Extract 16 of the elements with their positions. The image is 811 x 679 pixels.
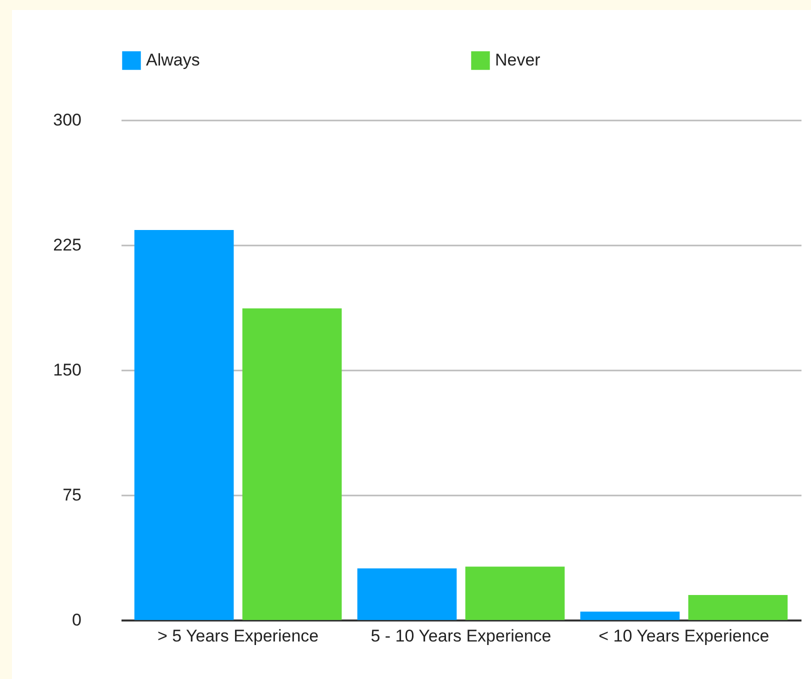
y-tick-label: 300 (53, 110, 82, 130)
bar (134, 230, 234, 620)
y-tick-label: 0 (72, 610, 82, 630)
bar (580, 612, 680, 620)
bar (242, 308, 342, 620)
legend-label: Always (146, 50, 200, 70)
x-tick-label: < 10 Years Experience (598, 626, 770, 646)
y-tick-label: 225 (53, 236, 82, 254)
bar (688, 595, 788, 620)
x-tick-label: 5 - 10 Years Experience (370, 626, 552, 646)
x-tick-label: > 5 Years Experience (157, 626, 319, 646)
bar (357, 568, 457, 620)
y-tick-label: 75 (62, 486, 82, 504)
bar (465, 566, 565, 620)
y-tick-label: 150 (53, 360, 82, 380)
legend-label: Never (495, 50, 541, 70)
